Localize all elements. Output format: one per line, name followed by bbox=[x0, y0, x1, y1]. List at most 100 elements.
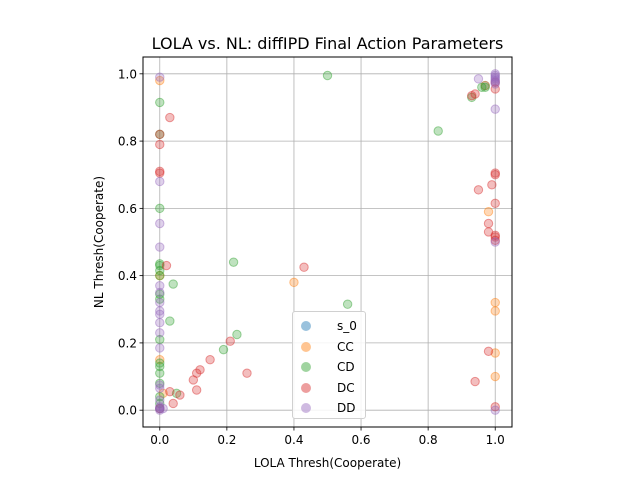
data-point bbox=[490, 168, 500, 178]
data-point bbox=[155, 270, 165, 281]
x-tick-label: 1.0 bbox=[486, 433, 505, 447]
data-point bbox=[168, 398, 178, 409]
data-point bbox=[155, 260, 165, 271]
data-point bbox=[155, 294, 165, 304]
data-point bbox=[155, 361, 165, 372]
data-point bbox=[490, 232, 500, 242]
data-point bbox=[205, 355, 215, 365]
data-point bbox=[289, 277, 299, 288]
data-point bbox=[191, 368, 202, 378]
data-points bbox=[155, 69, 500, 415]
x-tick-label: 0.6 bbox=[351, 433, 370, 447]
legend: s_0 CC CD DC DD bbox=[292, 311, 366, 419]
legend-label: DD bbox=[337, 401, 356, 415]
data-point bbox=[483, 207, 494, 217]
data-point bbox=[195, 365, 205, 375]
x-tick-label: 0.2 bbox=[217, 433, 236, 447]
data-point bbox=[155, 265, 165, 276]
data-point bbox=[490, 104, 500, 114]
legend-item: DD bbox=[301, 399, 355, 417]
data-point bbox=[155, 355, 165, 365]
series-cd bbox=[155, 70, 490, 409]
x-axis-label: LOLA Thresh(Cooperate) bbox=[254, 456, 401, 470]
x-tick-label: 0.0 bbox=[150, 433, 169, 447]
data-point bbox=[155, 405, 165, 415]
data-point bbox=[155, 287, 165, 298]
chart-title: LOLA vs. NL: diffIPD Final Action Parame… bbox=[152, 34, 504, 53]
data-point bbox=[155, 166, 165, 177]
data-point bbox=[171, 388, 182, 399]
data-point bbox=[490, 69, 500, 79]
data-point bbox=[155, 306, 165, 316]
data-point bbox=[155, 242, 165, 252]
data-point bbox=[168, 279, 178, 289]
data-point bbox=[165, 386, 175, 397]
data-point bbox=[433, 126, 443, 136]
data-point bbox=[155, 392, 165, 402]
data-point bbox=[155, 259, 165, 269]
data-point bbox=[322, 70, 333, 81]
legend-label: s_0 bbox=[337, 319, 357, 333]
data-point bbox=[188, 375, 199, 385]
data-point bbox=[155, 318, 165, 328]
legend-item: DC bbox=[301, 379, 355, 397]
data-point bbox=[490, 70, 500, 81]
axis-ticks: 0.0 0.2 0.4 0.6 0.8 1.0 0.0 0.2 0.4 0.6 0.8 1.0 bbox=[118, 67, 505, 447]
data-point bbox=[161, 260, 172, 271]
data-point bbox=[218, 344, 229, 355]
series-dd bbox=[155, 69, 500, 415]
data-point bbox=[490, 405, 500, 415]
y-tick-label: 0.6 bbox=[118, 202, 137, 216]
legend-item: s_0 bbox=[301, 317, 357, 335]
data-point bbox=[155, 129, 165, 140]
data-point bbox=[299, 262, 309, 272]
data-point bbox=[155, 168, 165, 178]
series-s-0 bbox=[155, 80, 490, 414]
data-point bbox=[490, 371, 500, 382]
legend-label: CD bbox=[337, 360, 355, 374]
data-point bbox=[191, 385, 202, 395]
data-point bbox=[165, 112, 175, 123]
y-tick-label: 1.0 bbox=[118, 67, 137, 81]
legend-swatch bbox=[301, 321, 311, 331]
data-point bbox=[155, 270, 165, 281]
data-point bbox=[480, 82, 490, 92]
data-point bbox=[155, 97, 165, 108]
data-point bbox=[155, 139, 165, 150]
y-tick-label: 0.4 bbox=[118, 269, 137, 283]
legend-label: CC bbox=[337, 339, 354, 354]
data-point bbox=[155, 309, 165, 320]
data-point bbox=[155, 203, 165, 214]
data-point bbox=[155, 403, 165, 414]
data-point bbox=[483, 218, 494, 229]
data-point bbox=[467, 92, 477, 103]
data-point bbox=[155, 380, 165, 390]
data-point bbox=[490, 235, 500, 246]
x-tick-label: 0.8 bbox=[419, 433, 438, 447]
legend-swatch bbox=[301, 382, 311, 393]
data-point bbox=[490, 230, 500, 240]
data-point bbox=[483, 227, 494, 237]
data-point bbox=[155, 297, 165, 308]
data-point bbox=[483, 346, 494, 357]
data-point bbox=[473, 185, 484, 195]
data-point bbox=[490, 402, 500, 412]
data-point bbox=[155, 129, 165, 140]
data-point bbox=[225, 336, 235, 346]
data-point bbox=[175, 390, 185, 400]
data-point bbox=[477, 82, 487, 92]
data-point bbox=[155, 72, 165, 82]
data-point bbox=[155, 218, 165, 229]
y-tick-label: 0.0 bbox=[118, 404, 137, 418]
data-point bbox=[473, 74, 484, 84]
legend-item: CD bbox=[301, 358, 355, 376]
data-point bbox=[158, 388, 168, 399]
data-point bbox=[342, 299, 353, 309]
data-point bbox=[155, 403, 165, 414]
data-point bbox=[490, 77, 500, 87]
series-dc bbox=[155, 77, 500, 414]
data-point bbox=[480, 80, 490, 91]
data-point bbox=[155, 289, 165, 299]
data-point bbox=[470, 89, 480, 99]
